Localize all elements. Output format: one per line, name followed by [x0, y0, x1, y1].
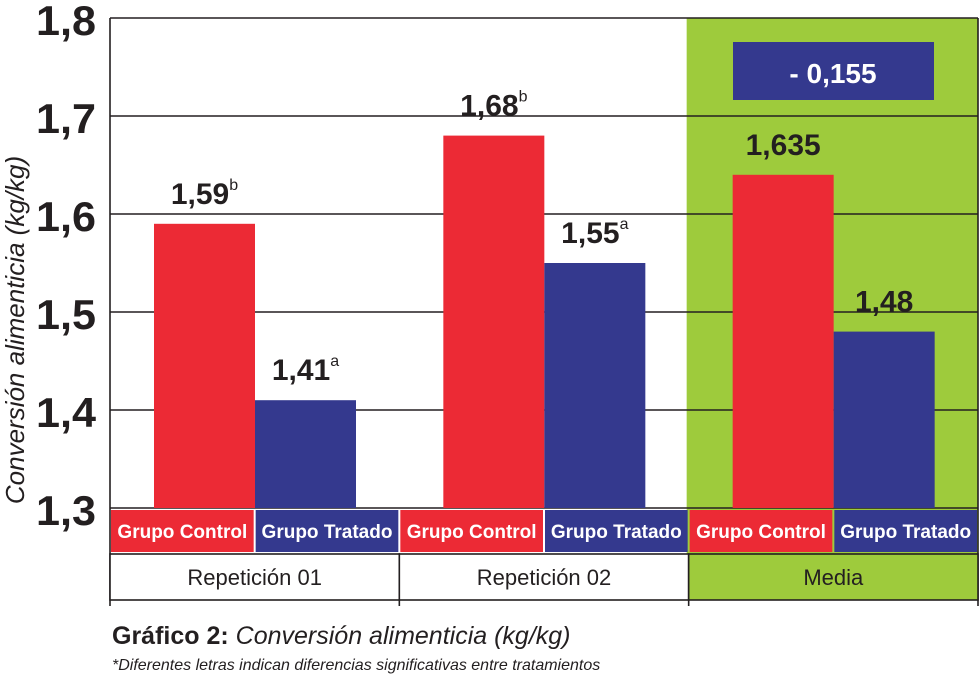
bar [833, 331, 935, 508]
data-label: 1,41a [272, 353, 339, 387]
series-cell [400, 510, 543, 552]
chart-caption: Gráfico 2: Conversión alimenticia (kg/kg… [112, 622, 571, 651]
data-label: 1,59b [171, 177, 238, 211]
bar [255, 400, 356, 508]
y-tick-label: 1,5 [36, 291, 96, 338]
bar [732, 174, 834, 509]
group-cell [109, 553, 401, 601]
group-label: Media [803, 565, 864, 590]
bar [154, 223, 255, 509]
significance-letter: b [229, 177, 238, 194]
y-tick-label: 1,7 [36, 95, 96, 142]
series-cell [834, 510, 977, 552]
chart-footnote: *Diferentes letras indican diferencias s… [112, 657, 601, 674]
significance-letter: a [330, 353, 339, 370]
y-tick-label: 1,8 [36, 0, 96, 44]
y-tick-label: 1,4 [36, 389, 97, 436]
series-cell-label: Grupo Tratado [551, 522, 682, 543]
series-cell-label: Grupo Tratado [262, 522, 393, 543]
difference-badge-label: - 0,155 [789, 58, 876, 89]
y-tick-label: 1,3 [36, 487, 96, 534]
bar [544, 263, 646, 508]
series-cell-label: Grupo Tratado [840, 522, 971, 543]
difference-badge [733, 42, 934, 100]
series-cell [545, 510, 688, 552]
series-cell [255, 510, 399, 552]
data-label: 1,635 [746, 129, 821, 162]
series-cell [111, 510, 254, 552]
data-label: 1,48 [855, 286, 913, 319]
bar [443, 135, 545, 508]
group-label: Repetición 02 [477, 565, 612, 590]
group-cell [398, 553, 690, 601]
data-label: 1,68b [460, 89, 527, 123]
series-cell-label: Grupo Control [407, 522, 537, 543]
significance-letter: a [620, 216, 629, 233]
series-cell [689, 510, 833, 552]
group-label: Repetición 01 [187, 565, 322, 590]
y-axis-label: Conversión alimenticia (kg/kg) [0, 156, 30, 504]
series-cell-label: Grupo Control [117, 522, 247, 543]
y-tick-label: 1,6 [36, 193, 96, 240]
caption-label: Gráfico 2: [112, 622, 229, 650]
caption-text: Conversión alimenticia (kg/kg) [235, 622, 571, 650]
data-label: 1,55a [561, 216, 628, 250]
series-cell-label: Grupo Control [696, 522, 826, 543]
group-cell [687, 553, 979, 601]
significance-letter: b [519, 89, 528, 106]
